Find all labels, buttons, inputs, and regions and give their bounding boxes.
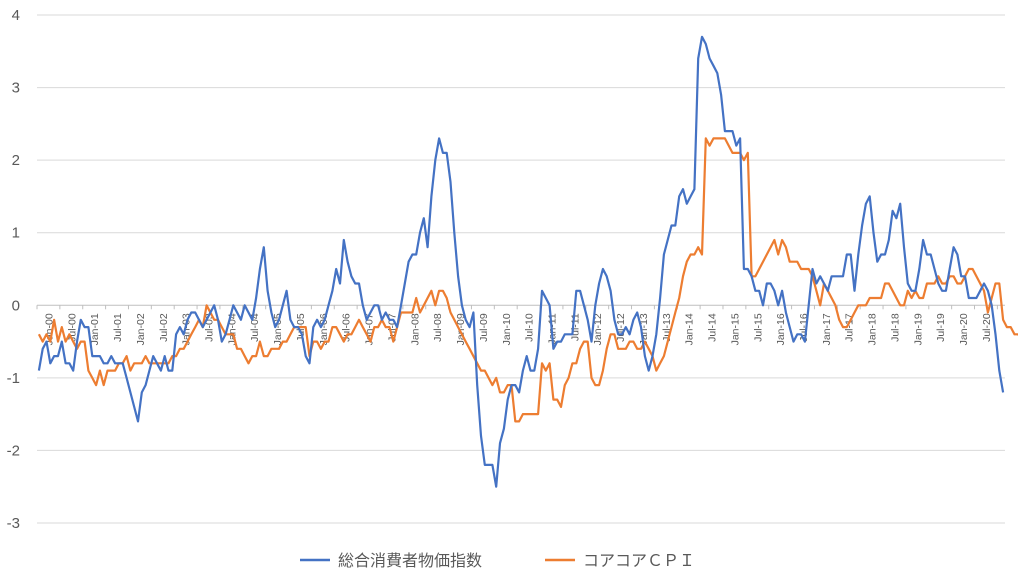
y-tick-label: 0 [12,297,20,314]
x-tick-label: Jul-09 [478,313,490,342]
legend: 総合消費者物価指数 コアコアＣＰＩ [300,551,695,570]
y-tick-label: -3 [7,515,20,532]
x-axis [36,304,1005,310]
x-tick-label: Jul-10 [524,313,536,342]
x-tick-label: Jan-15 [729,313,741,345]
x-tick-label: Jan-00 [43,313,55,345]
x-tick-label: Jan-13 [638,313,650,345]
x-tick-label: Jan-16 [775,313,787,345]
x-tick-label: Jan-19 [912,313,924,345]
x-tick-label: Jan-17 [821,313,833,345]
x-tick-label: Jan-14 [684,313,696,345]
y-tick-label: 2 [12,152,20,169]
x-tick-label: Jul-15 [752,313,764,342]
x-tick-labels: Jan-00 Jul-00 Jan-01 Jul-01 Jan-02 Jul-02 Jan-… [43,313,993,345]
x-tick-label: Jul-02 [158,313,170,342]
y-tick-labels: 4 3 2 1 0 -1 -2 -3 [7,7,20,532]
x-tick-label: Jan-01 [89,313,101,345]
x-tick-label: Jul-19 [935,313,947,342]
x-tick-label: Jul-11 [569,313,581,341]
x-tick-label: Jan-02 [135,313,147,345]
y-tick-label: -1 [7,370,20,387]
y-tick-label: 4 [12,7,20,24]
y-tick-label: 3 [12,80,20,97]
legend-label-0: 総合消費者物価指数 [338,551,482,570]
y-tick-label: 1 [12,225,20,242]
x-tick-label: Jan-18 [867,313,879,345]
x-tick-label: Jan-05 [272,313,284,345]
gridlines [37,14,1005,524]
x-tick-label: Jan-08 [409,313,421,345]
x-tick-label: Jul-01 [112,313,124,342]
x-tick-label: Jan-12 [592,313,604,345]
x-tick-label: Jan-04 [226,313,238,345]
x-tick-label: Jul-14 [707,313,719,342]
x-tick-label: Jan-20 [958,313,970,345]
series-lines [37,35,1018,488]
x-tick-label: Jan-06 [318,313,330,345]
series-line-1 [37,137,1018,423]
x-tick-label: Jul-20 [981,313,993,342]
x-tick-label: Jul-18 [889,313,901,342]
x-tick-label: Jul-08 [432,313,444,342]
x-tick-label: Jan-03 [181,313,193,345]
x-tick-label: Jul-17 [844,313,856,342]
y-tick-label: -2 [7,442,20,459]
legend-label-1: コアコアＣＰＩ [583,551,695,570]
x-tick-label: Jan-10 [501,313,513,345]
series-line-0 [37,35,1005,488]
